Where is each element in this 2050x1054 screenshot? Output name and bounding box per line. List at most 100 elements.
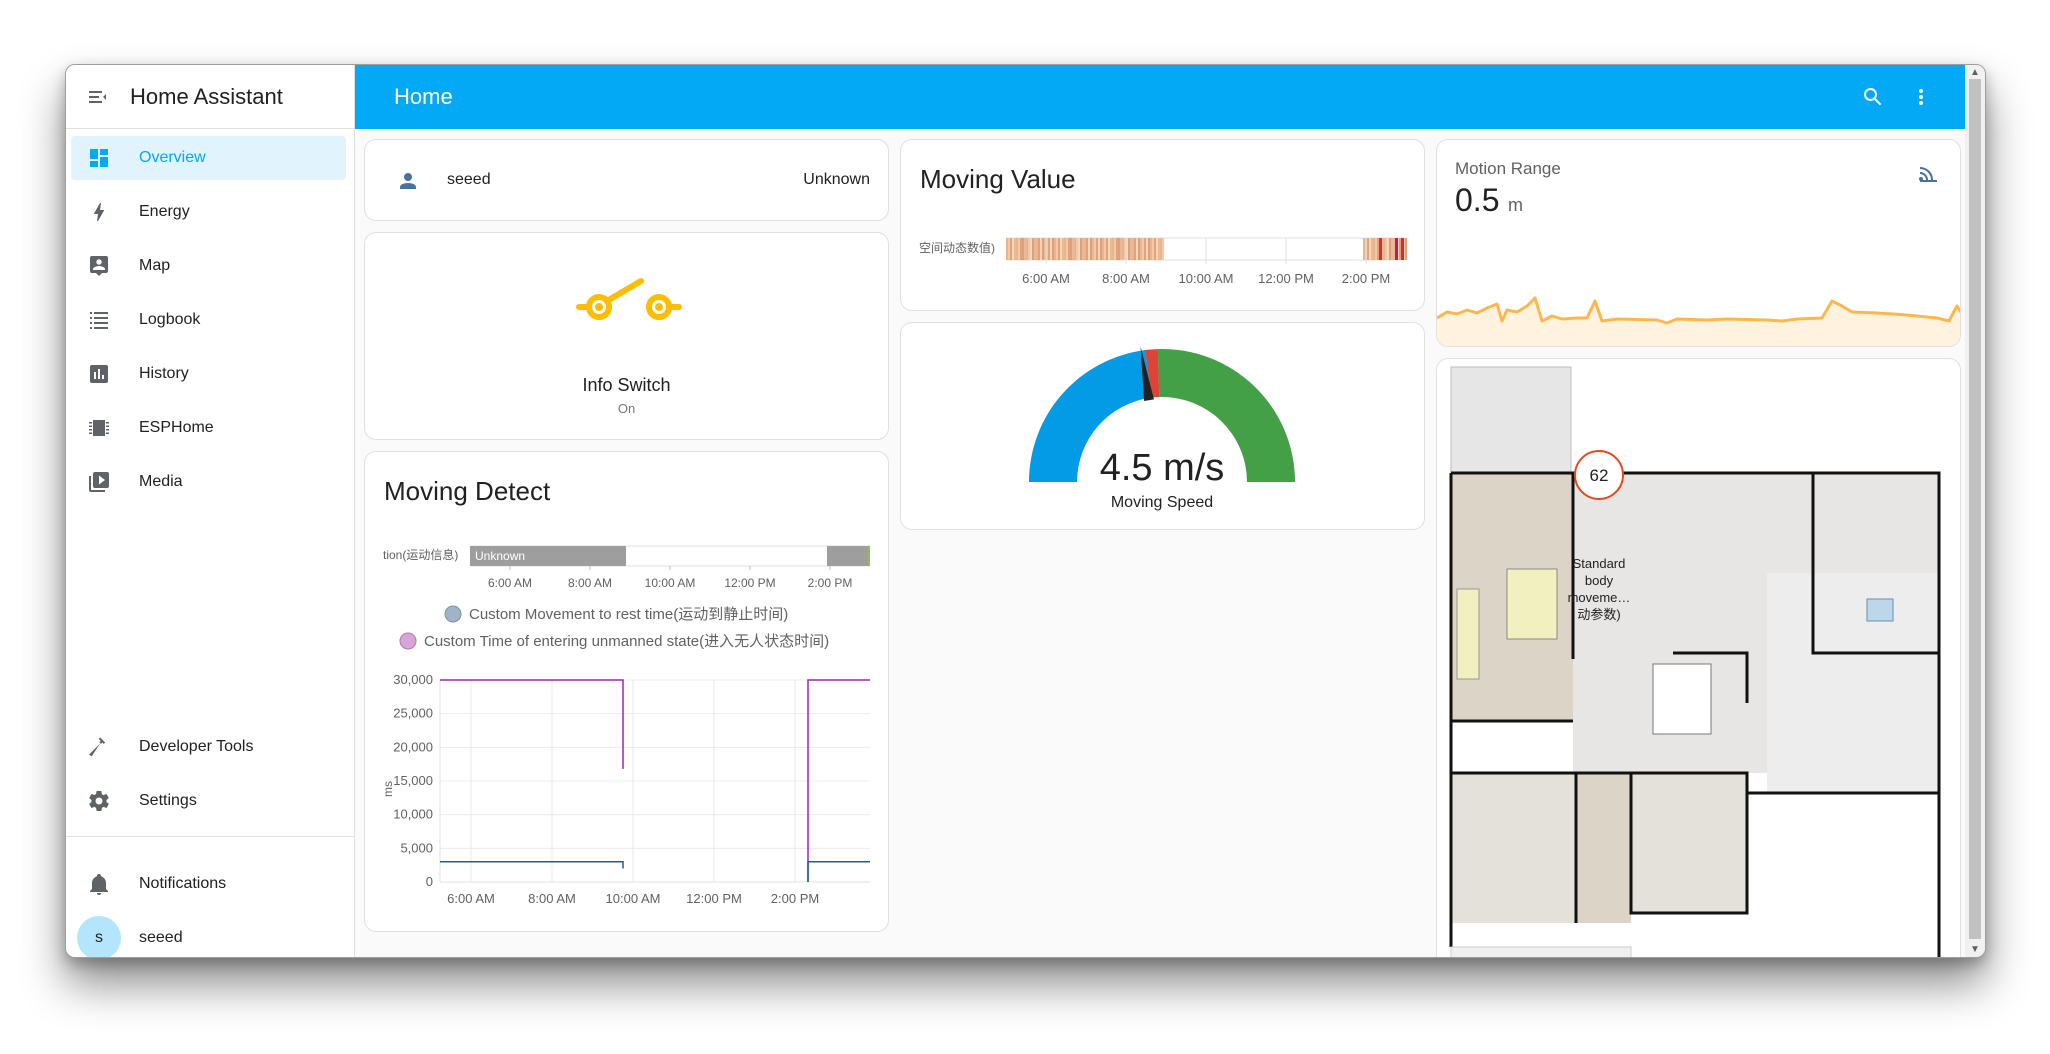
- timeline-segment[interactable]: [1150, 238, 1152, 260]
- timeline-segment[interactable]: [1006, 238, 1008, 260]
- timeline-segment[interactable]: [1130, 238, 1132, 260]
- timeline-segment[interactable]: [1012, 238, 1014, 260]
- timeline-segment[interactable]: [1070, 238, 1072, 260]
- timeline-segment[interactable]: [1062, 238, 1064, 260]
- timeline-segment[interactable]: [1152, 238, 1154, 260]
- timeline-segment[interactable]: [1032, 238, 1034, 260]
- timeline-segment[interactable]: [1082, 238, 1084, 260]
- scroll-up-arrow-icon[interactable]: ▲: [1970, 67, 1980, 78]
- timeline-segment[interactable]: [1140, 238, 1142, 260]
- series-line-movement-to-rest[interactable]: [440, 861, 870, 882]
- timeline-segment[interactable]: [1395, 238, 1398, 260]
- timeline-segment[interactable]: [1090, 238, 1092, 260]
- timeline-segment[interactable]: [1072, 238, 1074, 260]
- timeline-segment[interactable]: [1046, 238, 1048, 260]
- timeline-segment[interactable]: [1060, 238, 1062, 260]
- timeline-segment[interactable]: [1138, 238, 1140, 260]
- scroll-thumb[interactable]: [1969, 79, 1981, 939]
- timeline-segment[interactable]: [1080, 238, 1082, 260]
- search-button[interactable]: [1849, 73, 1897, 121]
- timeline-segment[interactable]: [1078, 238, 1080, 260]
- timeline-segment[interactable]: [1391, 238, 1393, 260]
- timeline-segment[interactable]: [1024, 238, 1026, 260]
- timeline-segment[interactable]: [1064, 238, 1066, 260]
- timeline-segment[interactable]: [1379, 238, 1382, 260]
- timeline-segment[interactable]: [1112, 238, 1114, 260]
- timeline-segment[interactable]: [1022, 238, 1024, 260]
- timeline-segment[interactable]: [1385, 238, 1387, 260]
- timeline-segment[interactable]: [1375, 238, 1377, 260]
- timeline-segment[interactable]: [1088, 238, 1090, 260]
- timeline-segment[interactable]: [1066, 238, 1068, 260]
- timeline-segment[interactable]: [1136, 238, 1138, 260]
- timeline-segment[interactable]: [1042, 238, 1044, 260]
- timeline-segment[interactable]: [1100, 238, 1102, 260]
- timeline-segment[interactable]: [1052, 238, 1054, 260]
- overflow-menu-button[interactable]: [1897, 73, 1945, 121]
- timeline-segment[interactable]: [1050, 238, 1052, 260]
- sidebar-item-developer-tools[interactable]: Developer Tools: [71, 725, 346, 769]
- timeline-segment[interactable]: [1008, 238, 1010, 260]
- chart-legend-item[interactable]: Custom Time of entering unmanned state(进…: [399, 632, 829, 650]
- timeline-segment-unknown[interactable]: [827, 546, 869, 566]
- timeline-segment[interactable]: [1367, 238, 1369, 260]
- timeline-segment[interactable]: [1036, 238, 1038, 260]
- timeline-segment[interactable]: [1148, 238, 1150, 260]
- chart-legend-item[interactable]: Custom Movement to rest time(运动到静止时间): [444, 605, 788, 623]
- timeline-segment[interactable]: [1158, 238, 1160, 260]
- timeline-segment[interactable]: [1026, 238, 1028, 260]
- sidebar-item-map[interactable]: Map: [71, 244, 346, 288]
- timeline-segment[interactable]: [1162, 238, 1164, 260]
- timeline-segment[interactable]: [1058, 238, 1060, 260]
- timeline-segment[interactable]: [1132, 238, 1134, 260]
- timeline-segment[interactable]: [1387, 238, 1389, 260]
- floorplan-card[interactable]: 62 Standard body moveme… 动参数): [1436, 358, 1961, 957]
- timeline-segments[interactable]: [1006, 238, 1407, 260]
- timeline-segment[interactable]: [1383, 238, 1385, 260]
- timeline-segment[interactable]: [1363, 238, 1365, 260]
- timeline-segment[interactable]: [1124, 238, 1126, 260]
- timeline-segment[interactable]: [1108, 238, 1110, 260]
- timeline-segment[interactable]: [1068, 238, 1070, 260]
- timeline-segment[interactable]: [1401, 238, 1404, 260]
- timeline-segment[interactable]: [1076, 238, 1078, 260]
- sidebar-item-notifications[interactable]: Notifications: [71, 862, 346, 906]
- timeline-segment[interactable]: [1393, 238, 1395, 260]
- timeline-segment[interactable]: [1128, 238, 1130, 260]
- sidebar-item-media[interactable]: Media: [71, 460, 346, 504]
- page-scrollbar[interactable]: ▲ ▼: [1965, 65, 1985, 957]
- scroll-down-arrow-icon[interactable]: ▼: [1970, 944, 1980, 955]
- timeline-segment[interactable]: [1144, 238, 1146, 260]
- timeline-segment[interactable]: [1098, 238, 1100, 260]
- timeline-segment[interactable]: [1010, 238, 1012, 260]
- timeline-segment[interactable]: [1104, 238, 1106, 260]
- timeline-segment[interactable]: [1116, 238, 1118, 260]
- timeline-segment[interactable]: [1016, 238, 1018, 260]
- timeline-segment[interactable]: [1122, 238, 1124, 260]
- info-switch-card[interactable]: Info Switch On: [364, 232, 889, 440]
- timeline-segment[interactable]: [1373, 238, 1375, 260]
- timeline-segment[interactable]: [1134, 238, 1136, 260]
- timeline-segment[interactable]: [1146, 238, 1148, 260]
- hallway[interactable]: [1576, 773, 1631, 923]
- sidebar-item-esphome[interactable]: ESPHome: [71, 406, 346, 450]
- timeline-segment[interactable]: [1369, 238, 1371, 260]
- sidebar-item-settings[interactable]: Settings: [71, 779, 346, 823]
- timeline-segment[interactable]: [1106, 238, 1108, 260]
- bedroom-middle[interactable]: [1631, 773, 1747, 913]
- menu-collapse-button[interactable]: [66, 65, 130, 129]
- timeline-segment[interactable]: [1118, 238, 1120, 260]
- timeline-segment[interactable]: [1028, 238, 1030, 260]
- sidebar-item-overview[interactable]: Overview: [71, 136, 346, 180]
- timeline-segment[interactable]: [1156, 238, 1158, 260]
- timeline-segment[interactable]: [1142, 238, 1144, 260]
- timeline-segment[interactable]: [1120, 238, 1122, 260]
- sidebar-item-logbook[interactable]: Logbook: [71, 298, 346, 342]
- open-area[interactable]: [1767, 573, 1939, 793]
- timeline-segment[interactable]: [1020, 238, 1022, 260]
- timeline-segment[interactable]: [1054, 238, 1056, 260]
- timeline-segment[interactable]: [1074, 238, 1076, 260]
- bedroom-left[interactable]: [1451, 773, 1576, 923]
- timeline-segment[interactable]: [1056, 238, 1058, 260]
- timeline-segment[interactable]: [1014, 238, 1016, 260]
